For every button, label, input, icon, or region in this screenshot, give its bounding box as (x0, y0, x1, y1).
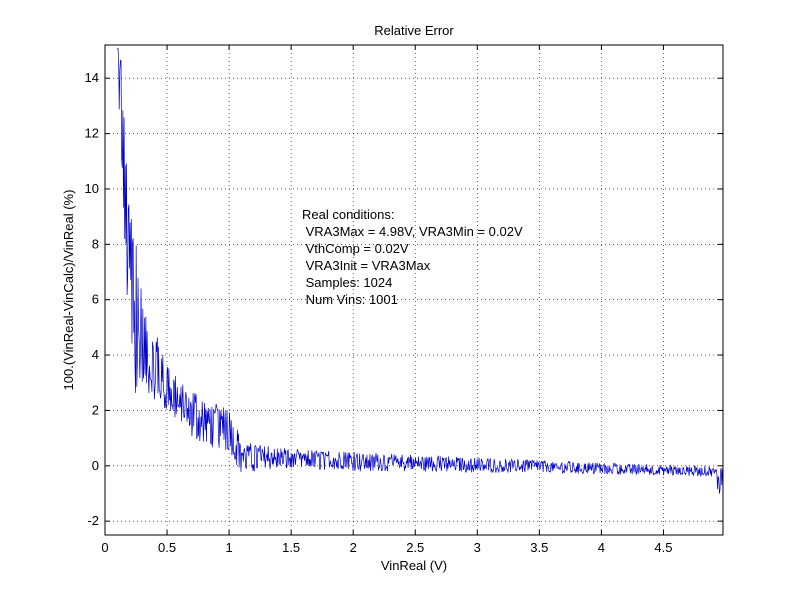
annotation-line: Samples: 1024 (302, 275, 392, 290)
y-tick-label: 8 (92, 236, 99, 251)
y-tick-label: 14 (85, 70, 99, 85)
x-axis-label: VinReal (V) (381, 558, 447, 573)
grid-lines (104, 45, 723, 535)
axis-ticks (104, 45, 723, 535)
y-tick-label: 2 (92, 402, 99, 417)
plot-area-frame (104, 44, 724, 536)
x-tick-label: 3.5 (530, 540, 548, 555)
y-tick-label: 6 (92, 292, 99, 307)
y-axis-label: 100.(VinReal-VinCalc)/VinReal (%) (61, 190, 76, 391)
x-tick-label: 2 (350, 540, 357, 555)
annotation-line: VRA3Init = VRA3Max (302, 258, 431, 273)
annotation-line: Real conditions: (302, 207, 395, 222)
y-tick-label: -2 (87, 513, 99, 528)
x-tick-label: 2.5 (406, 540, 424, 555)
y-tick-label: 4 (92, 347, 99, 362)
annotation-line: VRA3Max = 4.98V, VRA3Min = 0.02V (302, 224, 523, 239)
annotation-line: VthComp = 0.02V (302, 241, 409, 256)
data-series (117, 47, 723, 494)
x-tick-label: 0.5 (158, 540, 176, 555)
x-tick-label: 3 (474, 540, 481, 555)
x-tick-label: 4.5 (654, 540, 672, 555)
chart-title: Relative Error (374, 23, 454, 38)
annotation-line: Num Vins: 1001 (302, 292, 398, 307)
x-tick-label: 1 (225, 540, 232, 555)
annotation-block: Real conditions: VRA3Max = 4.98V, VRA3Mi… (302, 207, 523, 307)
x-tick-label: 4 (598, 540, 605, 555)
y-tick-label: 12 (85, 126, 99, 141)
y-tick-label: 10 (85, 181, 99, 196)
x-tick-label: 1.5 (282, 540, 300, 555)
series-line (117, 47, 723, 494)
y-tick-label: 0 (92, 458, 99, 473)
x-tick-label: 0 (101, 540, 108, 555)
